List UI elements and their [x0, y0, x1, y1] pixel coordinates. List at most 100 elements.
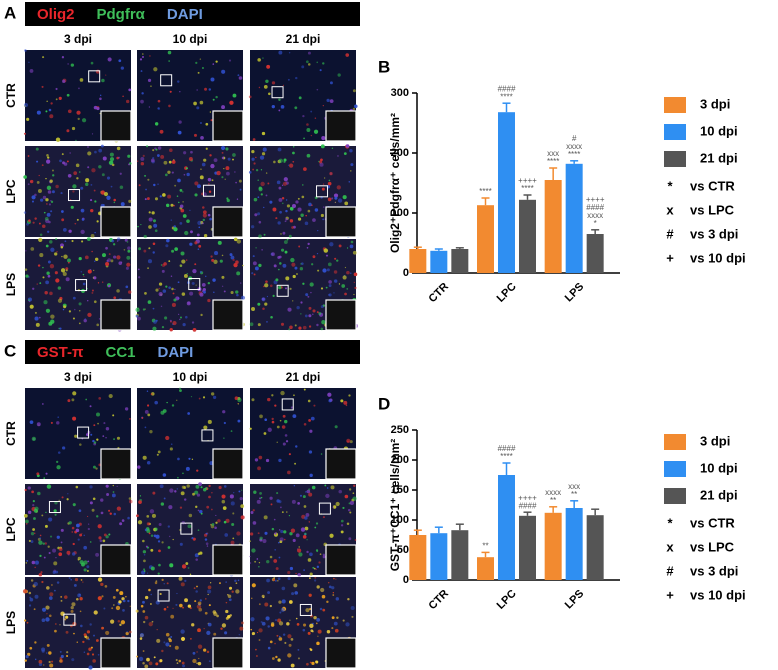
cell — [103, 607, 106, 610]
cell — [165, 435, 170, 441]
cell — [161, 541, 164, 544]
cell — [225, 601, 228, 604]
cell — [70, 609, 74, 613]
legend-swatch — [664, 151, 686, 167]
cell — [142, 600, 145, 604]
cell — [178, 576, 183, 581]
cell — [129, 605, 131, 607]
cell — [199, 100, 204, 105]
cell — [267, 646, 271, 650]
cell — [304, 516, 308, 520]
cell — [281, 511, 284, 513]
micrograph — [250, 576, 357, 669]
cell — [56, 460, 59, 464]
cell — [346, 270, 350, 275]
significance: #### — [519, 501, 537, 510]
significance: **** — [521, 184, 533, 193]
cell — [169, 488, 174, 493]
significance: ++++ — [518, 176, 537, 185]
cell — [264, 531, 268, 535]
cell — [55, 184, 59, 189]
cell — [353, 484, 356, 488]
cell — [298, 96, 302, 100]
cell — [39, 253, 44, 258]
bar — [498, 112, 515, 273]
cell — [39, 534, 42, 537]
key-text: vs 3 dpi — [690, 563, 738, 578]
cell — [222, 410, 226, 414]
cell — [90, 61, 94, 65]
cell — [287, 577, 291, 581]
cell — [42, 403, 44, 405]
cell — [45, 110, 48, 113]
legend-swatch — [664, 434, 686, 450]
cell — [259, 497, 262, 500]
cell — [86, 630, 91, 634]
cell — [297, 207, 302, 212]
cell — [229, 100, 234, 105]
cell — [253, 273, 256, 276]
cell — [309, 473, 313, 478]
cell — [278, 458, 282, 463]
cell — [308, 521, 310, 523]
cell — [167, 546, 171, 549]
cell — [315, 522, 319, 525]
cell — [42, 276, 45, 279]
cell — [344, 292, 347, 296]
cell — [202, 487, 207, 492]
cell — [272, 294, 275, 298]
cell — [197, 552, 201, 556]
cell — [331, 627, 334, 630]
cell — [289, 531, 293, 536]
cell — [255, 156, 257, 159]
cell — [172, 538, 174, 541]
x-tick-label: LPS — [563, 281, 587, 305]
cell — [254, 266, 259, 271]
cell — [223, 485, 227, 488]
cell — [143, 570, 146, 572]
cell — [306, 123, 309, 126]
cell — [267, 427, 272, 432]
cell — [308, 325, 312, 328]
cell — [154, 197, 158, 201]
cell — [304, 526, 309, 531]
cell — [240, 515, 245, 520]
cell — [204, 275, 207, 278]
cell — [350, 606, 355, 611]
cell — [113, 296, 117, 300]
cell — [286, 622, 290, 626]
cell — [269, 284, 273, 288]
cell — [79, 610, 82, 613]
cell — [225, 518, 230, 523]
cell — [276, 180, 281, 185]
cell — [203, 234, 208, 238]
cell — [285, 217, 288, 221]
cell — [151, 620, 154, 623]
cell — [34, 658, 37, 661]
cell — [232, 537, 235, 540]
cell — [221, 494, 226, 499]
cell — [152, 242, 156, 246]
cell — [309, 282, 314, 287]
cell — [71, 126, 76, 131]
legend-swatch — [664, 461, 686, 477]
cell — [57, 286, 62, 290]
cell — [26, 523, 28, 525]
significance: xxx — [568, 482, 580, 491]
cell — [199, 509, 203, 514]
cell — [194, 263, 197, 266]
cell — [273, 559, 278, 563]
cell — [60, 595, 63, 598]
cell — [142, 539, 145, 543]
cell — [165, 244, 169, 248]
cell — [171, 160, 176, 164]
cell — [227, 594, 232, 599]
stain-label: DAPI — [158, 344, 194, 361]
cell — [295, 533, 300, 538]
cell — [123, 248, 126, 251]
cell — [296, 305, 300, 310]
cell — [142, 661, 145, 665]
cell — [280, 607, 285, 612]
cell — [48, 517, 53, 522]
cell — [251, 307, 256, 312]
